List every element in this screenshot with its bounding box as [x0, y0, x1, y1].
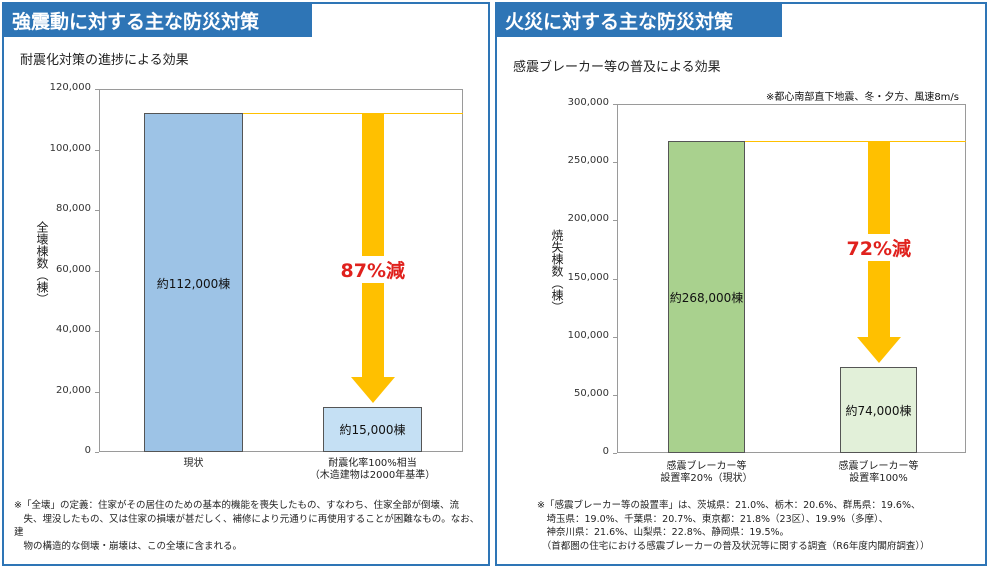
footnote: ※「感震ブレーカー等の設置率」は、茨城県：21.0%、栃木：20.6%、群馬県：… — [537, 500, 930, 552]
y-tick-label: 20,000 — [56, 384, 91, 396]
y-tick-mark — [95, 149, 99, 151]
y-tick-mark — [95, 452, 99, 453]
plot-area — [99, 89, 463, 452]
y-tick-label: 300,000 — [567, 97, 609, 108]
bar — [840, 366, 917, 453]
panel: 火災に対する主な防災対策感震ブレーカー等の普及による効果 ※都心南部直下地震、冬・… — [495, 2, 987, 566]
y-tick-mark — [613, 162, 617, 164]
bar — [144, 113, 243, 452]
y-tick-mark — [95, 89, 99, 90]
bar — [323, 406, 422, 452]
bar — [668, 141, 745, 453]
panel: 強震動に対する主な防災対策耐震化対策の進捗による効果全壊棟数（棟） 0 20,000… — [2, 2, 490, 566]
y-tick-label: 0 — [84, 445, 91, 456]
x-tick-label: 感震ブレーカー等 設置率20%（現状） — [660, 461, 753, 484]
arrow-shaft — [361, 113, 384, 377]
panel-title: 強震動に対する主な防災対策 — [4, 4, 312, 37]
y-tick-label: 80,000 — [56, 203, 91, 214]
y-tick-mark — [95, 331, 99, 332]
plot-area — [617, 104, 966, 453]
y-tick-label: 250,000 — [567, 155, 609, 167]
y-tick-mark — [613, 453, 617, 454]
panel-title: 火災に対する主な防災対策 — [497, 4, 782, 37]
reduction-label: 72%減 — [844, 234, 913, 261]
y-tick-mark — [613, 394, 617, 396]
value-label: 約15,000棟 — [339, 423, 406, 438]
reduction-label: 87%減 — [338, 256, 407, 283]
x-tick-label: 現状 — [183, 458, 204, 469]
y-tick-mark — [613, 104, 617, 105]
chart-subtitle: 感震ブレーカー等の普及による効果 — [513, 60, 721, 75]
chart-subtitle: 耐震化対策の進捗による効果 — [20, 53, 189, 68]
y-tick-mark — [95, 210, 99, 211]
y-tick-label: 100,000 — [567, 329, 609, 341]
y-tick-label: 120,000 — [49, 82, 91, 93]
value-label: 約112,000棟 — [156, 276, 231, 291]
y-tick-mark — [95, 270, 99, 272]
y-tick-mark — [95, 391, 99, 393]
value-label: 約74,000棟 — [845, 403, 912, 418]
y-tick-label: 100,000 — [49, 142, 91, 154]
y-tick-label: 40,000 — [56, 324, 91, 335]
reference-line — [745, 141, 966, 143]
y-tick-label: 0 — [602, 446, 609, 457]
arrow-head — [856, 336, 901, 363]
y-tick-label: 150,000 — [567, 271, 609, 283]
footnote: ※「全壊」の定義：住家がその居住のための基本的機能を喪失したもの、すなわち、住家… — [14, 500, 480, 552]
reference-line — [243, 113, 463, 115]
y-tick-mark — [613, 220, 617, 222]
y-axis-label: 焼失棟数（棟） — [550, 228, 564, 313]
arrow-head — [350, 376, 395, 403]
value-label: 約268,000棟 — [669, 291, 744, 306]
y-axis-label: 全壊棟数（棟） — [35, 220, 49, 305]
x-tick-label: 耐震化率100%相当 （木造建物は2000年基準） — [309, 458, 436, 481]
y-tick-label: 200,000 — [567, 213, 609, 225]
x-tick-label: 感震ブレーカー等 設置率100% — [838, 461, 919, 484]
y-tick-label: 60,000 — [56, 263, 91, 275]
y-tick-mark — [613, 278, 617, 280]
condition-note: ※都心南部直下地震、冬・夕方、風速8m/s — [765, 92, 959, 103]
y-tick-label: 50,000 — [574, 387, 609, 399]
y-tick-mark — [613, 336, 617, 338]
